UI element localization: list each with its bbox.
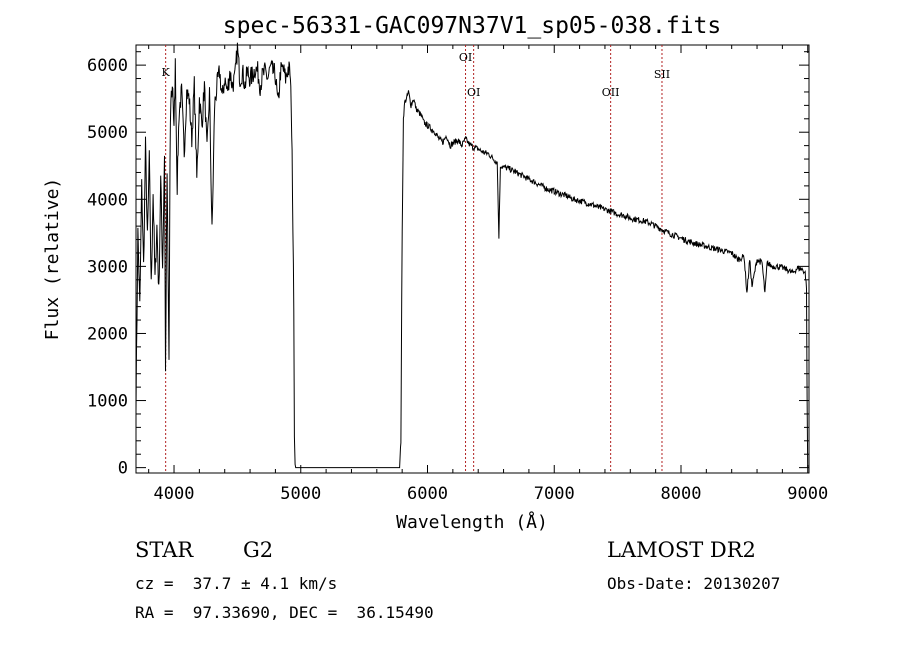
y-tick-label: 6000: [87, 56, 128, 76]
chart-title: spec-56331-GAC097N37V1_sp05-038.fits: [223, 13, 722, 39]
marker-label: OII: [602, 86, 620, 99]
y-tick-label: 0: [118, 459, 128, 479]
x-tick-label: 9000: [787, 484, 828, 504]
plot-frame: [135, 44, 810, 474]
y-tick-label: 5000: [87, 123, 128, 143]
x-tick-label: 4000: [154, 484, 195, 504]
x-tick-label: 7000: [534, 484, 575, 504]
marker-label: K: [162, 66, 171, 79]
x-axis-label: Wavelength (Å): [396, 511, 548, 533]
survey-label: LAMOST DR2: [607, 538, 756, 562]
spectrum-line: [135, 42, 809, 469]
marker-label: OI: [459, 51, 472, 64]
axes: 4000 5000 6000 7000 8000 9000 0 1000 2000 3000 400…: [87, 45, 828, 504]
obs-date-readout: Obs-Date: 20130207: [607, 574, 781, 593]
object-subclass: G2: [243, 538, 274, 562]
y-axis-label: Flux (relative): [42, 178, 63, 341]
x-tick-label: 5000: [280, 484, 321, 504]
spectrum-series: [135, 42, 809, 469]
y-tick-label: 4000: [87, 190, 128, 210]
line-markers: K OI OI OII SII: [162, 45, 670, 473]
marker-label: OI: [467, 86, 480, 99]
y-tick-label: 3000: [87, 257, 128, 277]
y-tick-label: 2000: [87, 324, 128, 344]
y-tick-label: 1000: [87, 392, 128, 412]
x-tick-label: 6000: [407, 484, 448, 504]
redshift-readout: cz = 37.7 ± 4.1 km/s: [135, 574, 338, 593]
x-tick-label: 8000: [661, 484, 702, 504]
marker-label: SII: [654, 68, 670, 81]
coordinates-readout: RA = 97.33690, DEC = 36.15490: [135, 603, 434, 622]
object-type: STAR: [135, 538, 194, 562]
